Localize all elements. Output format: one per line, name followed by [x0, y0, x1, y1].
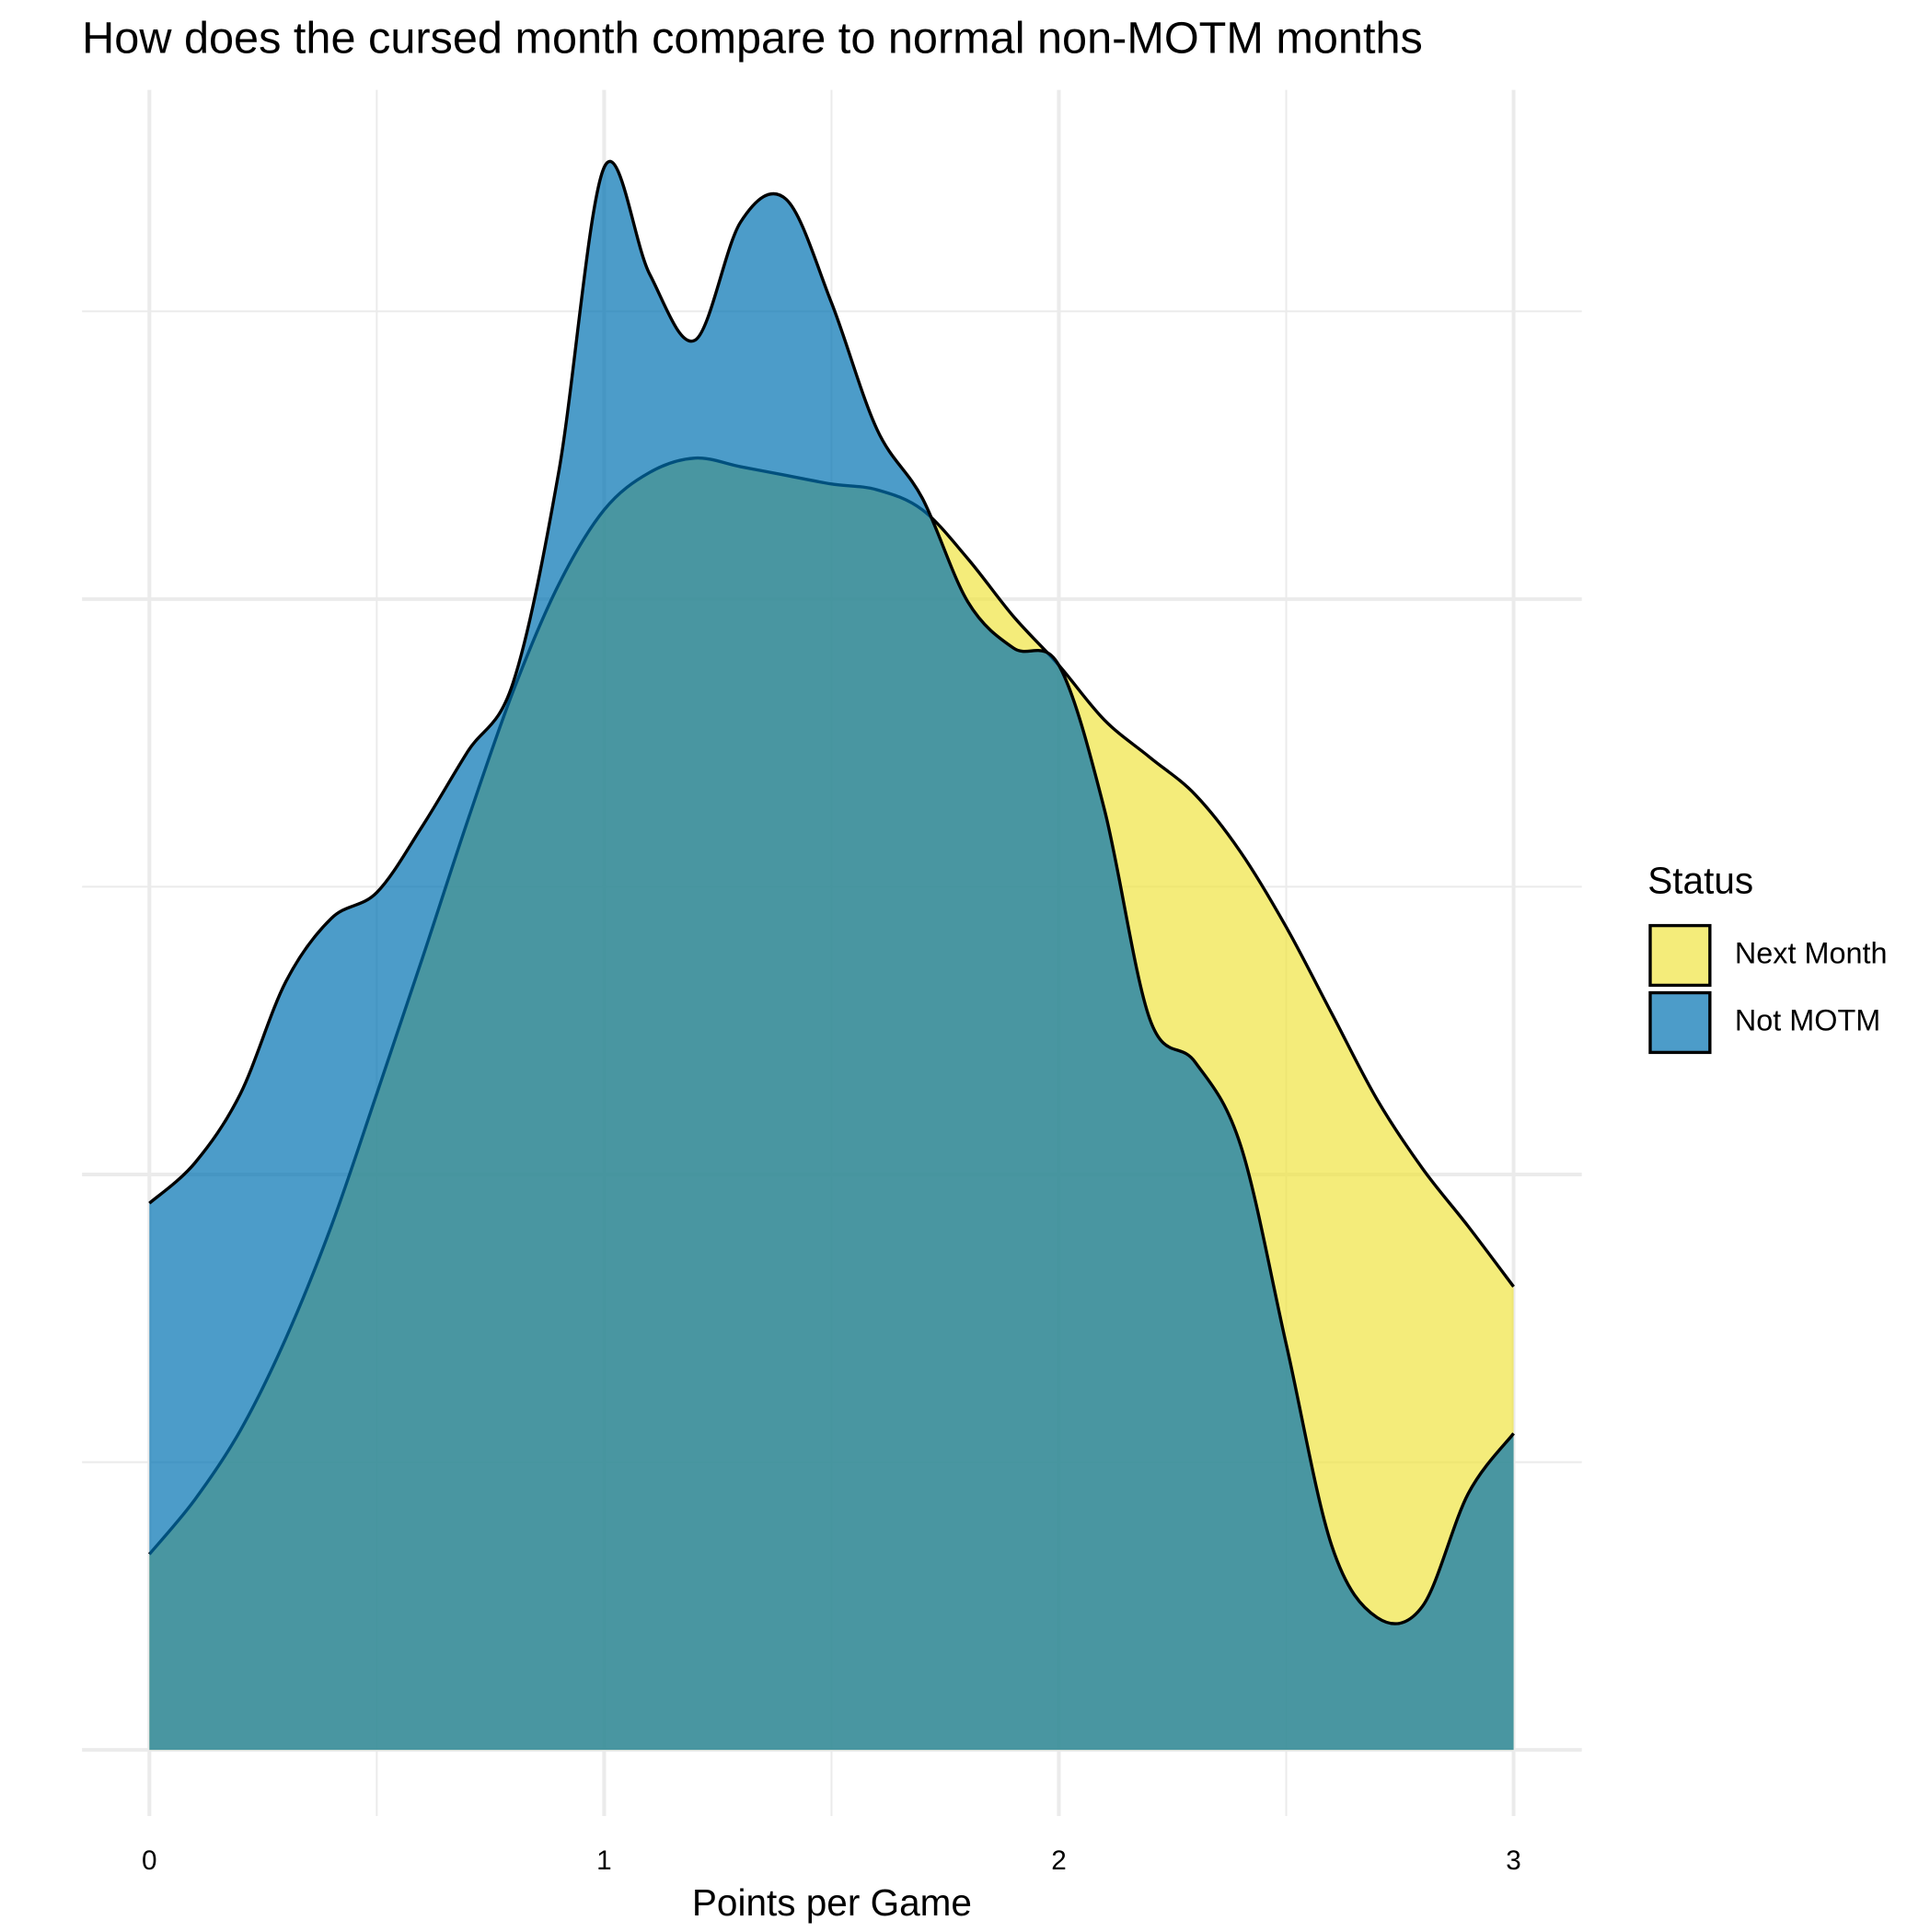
- legend-swatch: [1648, 990, 1712, 1055]
- x-tick-label: 2: [1051, 1845, 1067, 1876]
- density-area: [149, 161, 1514, 1751]
- x-tick-label: 0: [142, 1845, 157, 1876]
- density-line: [148, 159, 1515, 1625]
- legend-label: Not MOTM: [1735, 1004, 1880, 1037]
- legend-title: Status: [1647, 859, 1753, 901]
- legend: Next Month Not MOTM: [1648, 923, 1888, 1055]
- x-tick-label: 1: [596, 1845, 612, 1876]
- chart-title: How does the cursed month compare to nor…: [82, 14, 1423, 64]
- legend-swatch: [1648, 923, 1712, 988]
- plot-area: [148, 159, 1515, 1751]
- x-axis-label: Points per Game: [692, 1881, 972, 1924]
- legend-label: Next Month: [1735, 937, 1888, 970]
- x-tick-label: 3: [1506, 1845, 1521, 1876]
